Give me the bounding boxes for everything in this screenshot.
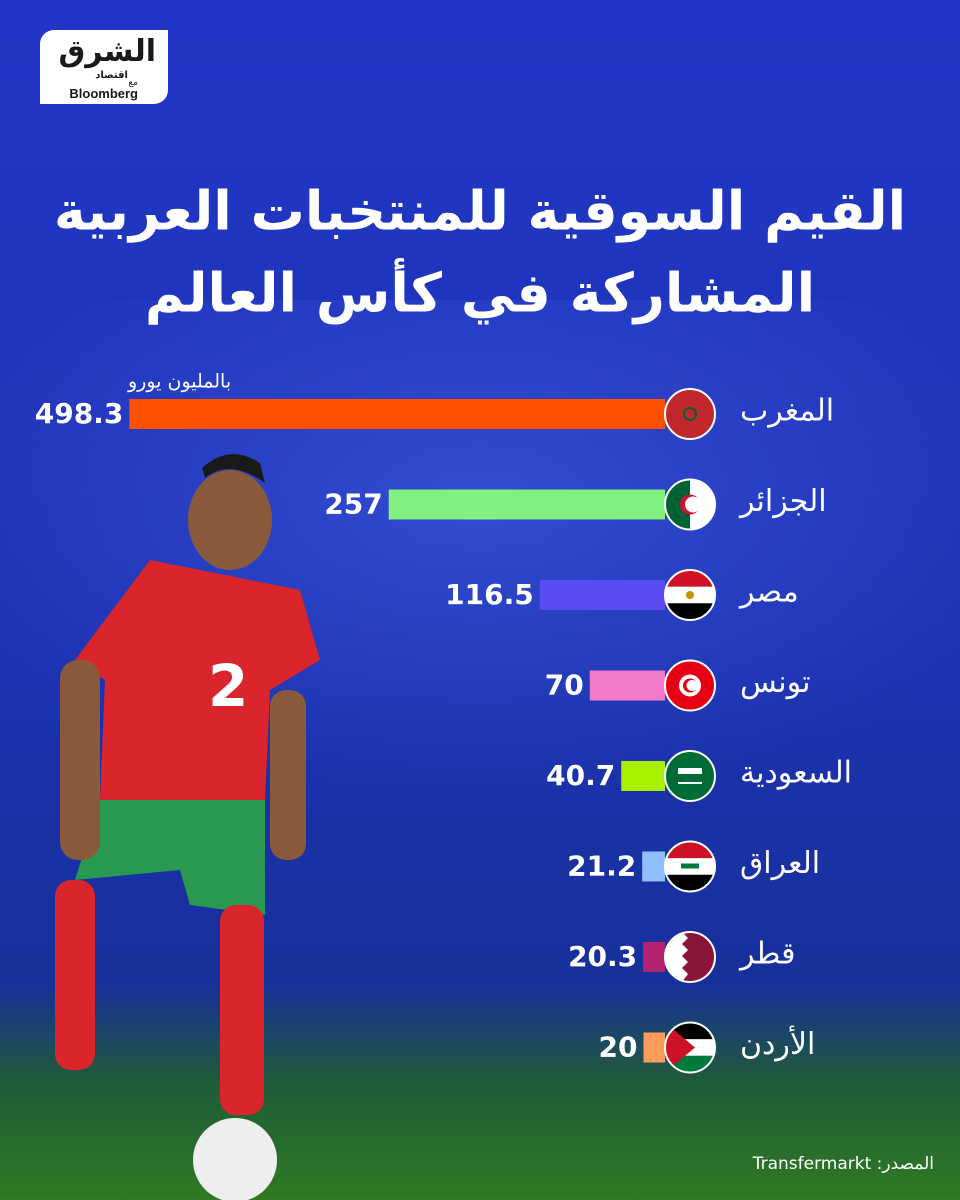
flag-ring xyxy=(664,569,716,621)
category-label: تونس xyxy=(740,665,810,700)
flag-star xyxy=(683,407,697,421)
bar xyxy=(388,489,665,520)
bar xyxy=(621,761,665,791)
category-label: الجزائر xyxy=(738,484,827,519)
flag xyxy=(665,751,715,801)
partner: Bloomberg xyxy=(69,86,138,101)
value-label: 498.3 xyxy=(35,397,124,430)
flag xyxy=(665,932,715,982)
value-label: 257 xyxy=(324,488,382,521)
value-label: 116.5 xyxy=(445,578,534,611)
player: 2 xyxy=(55,454,320,1200)
bar xyxy=(643,1032,665,1063)
flag-ring xyxy=(664,931,716,983)
flag xyxy=(665,660,715,711)
flag-ring xyxy=(664,478,716,531)
value-label: 21.2 xyxy=(567,850,636,883)
value-label: 20.3 xyxy=(568,940,637,973)
logo-sub: اقتصاد xyxy=(95,70,128,81)
category-label: العراق xyxy=(740,846,820,881)
category-label: قطر xyxy=(738,937,796,972)
value-label: 40.7 xyxy=(546,759,615,792)
flag-ring xyxy=(664,659,716,712)
flag-ring xyxy=(664,1021,716,1074)
chart-title: المشاركة في كأس العالم xyxy=(145,258,815,325)
flag-emblem xyxy=(686,591,694,599)
flag-field xyxy=(665,751,715,801)
bar xyxy=(129,399,665,429)
chart-title: القيم السوقية للمنتخبات العربية xyxy=(54,180,906,243)
value-label: 20 xyxy=(599,1031,638,1064)
flag-triangle xyxy=(665,1022,695,1073)
flag-script xyxy=(681,863,699,869)
shirt-number: 2 xyxy=(208,652,248,720)
flag-ring xyxy=(664,388,716,440)
flag xyxy=(665,389,715,439)
source: المصدر: Transfermarkt xyxy=(752,1154,934,1174)
category-label: الأردن xyxy=(740,1024,815,1062)
flag-crescent-cut xyxy=(686,680,698,691)
category-label: مصر xyxy=(738,575,799,610)
bar xyxy=(589,670,665,701)
flag-script xyxy=(678,768,702,774)
bar xyxy=(642,851,665,882)
category-label: المغرب xyxy=(740,394,834,429)
flag-serration xyxy=(665,932,688,982)
logo-text: الشرق xyxy=(58,34,156,69)
bar xyxy=(643,942,665,972)
partner-prefix: مع xyxy=(128,78,138,88)
unit-label: بالمليون يورو xyxy=(127,371,231,393)
flag-crescent-cut xyxy=(685,496,701,513)
category-label: السعودية xyxy=(740,756,852,791)
value-label: 70 xyxy=(545,669,584,702)
flag-ring xyxy=(664,840,716,893)
flag-sword xyxy=(678,782,702,784)
bar xyxy=(539,580,665,610)
flag-field xyxy=(665,389,715,439)
flag-ring xyxy=(664,750,716,802)
logo: الشرق اقتصاد مع Bloomberg xyxy=(40,30,168,104)
